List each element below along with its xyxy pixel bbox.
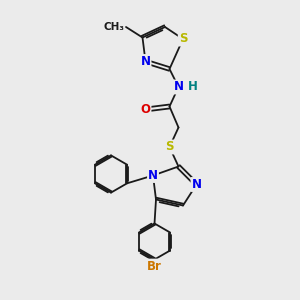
Text: N: N [191,178,202,191]
Text: Br: Br [147,260,162,273]
Text: H: H [188,80,198,94]
Text: O: O [140,103,151,116]
Text: N: N [148,169,158,182]
Text: N: N [173,80,184,94]
Text: S: S [165,140,174,154]
Text: S: S [179,32,187,46]
Text: CH₃: CH₃ [103,22,124,32]
Text: N: N [140,55,151,68]
